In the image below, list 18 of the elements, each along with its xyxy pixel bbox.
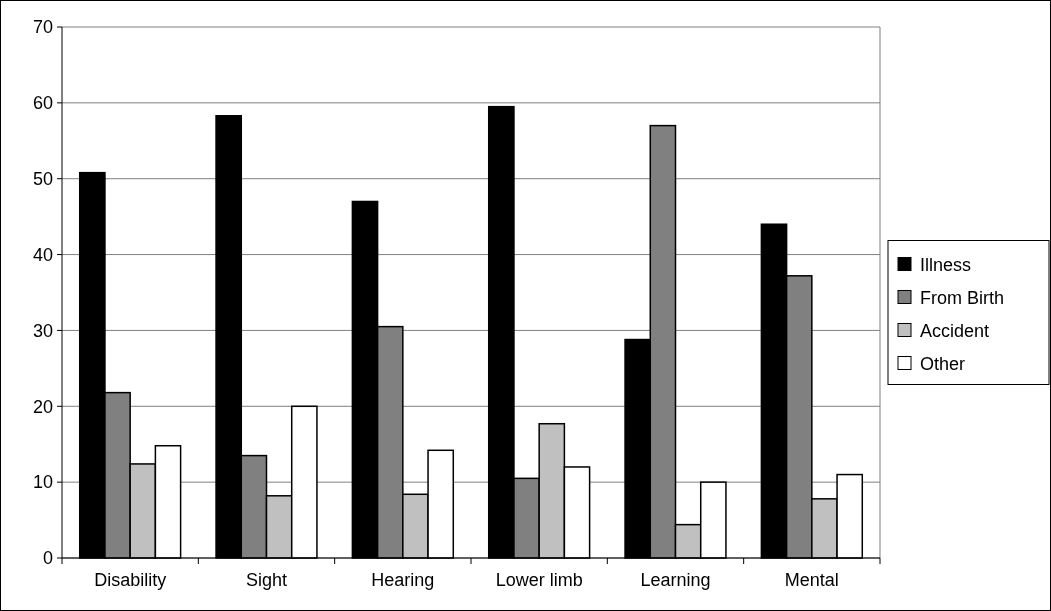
legend-label: From Birth <box>920 287 1005 308</box>
x-tick-label: Sight <box>245 570 288 590</box>
y-tick-label: 30 <box>32 320 53 341</box>
x-tick-label: Mental <box>784 570 839 590</box>
x-tick-label: Lower limb <box>495 570 583 590</box>
y-tick-label: 50 <box>32 169 53 190</box>
x-tick-label: Learning <box>640 570 711 590</box>
y-tick-label: 70 <box>32 17 53 38</box>
x-tick-label: Hearing <box>371 570 435 590</box>
x-tick-label: Disability <box>94 570 167 590</box>
y-tick-label: 20 <box>32 396 53 417</box>
legend-label: Illness <box>920 254 972 275</box>
y-tick-label: 40 <box>32 244 53 265</box>
y-tick-label: 60 <box>32 93 53 114</box>
y-tick-label: 10 <box>32 472 53 493</box>
legend-label: Other <box>920 353 966 374</box>
legend-label: Accident <box>920 320 990 341</box>
y-tick-label: 0 <box>42 548 53 569</box>
